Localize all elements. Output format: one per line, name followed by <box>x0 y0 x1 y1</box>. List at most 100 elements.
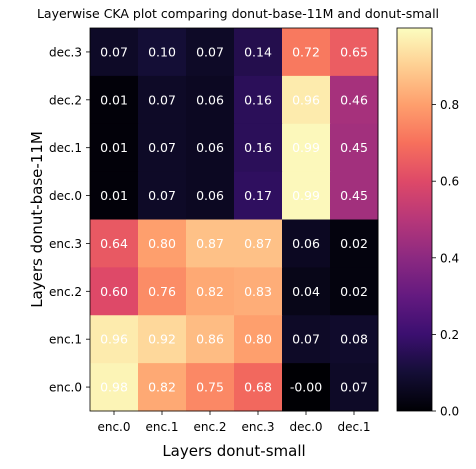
y-tick-label: enc.2 <box>49 285 82 299</box>
heatmap-cell-value: 0.80 <box>244 332 272 347</box>
heatmap-cell-value: 0.07 <box>340 380 368 395</box>
heatmap-cell-value: 0.02 <box>340 236 368 251</box>
heatmap-cell-value: 0.01 <box>100 140 128 155</box>
heatmap-cell <box>138 363 187 412</box>
heatmap-cell <box>138 315 187 364</box>
heatmap-cell-value: 0.07 <box>100 44 128 59</box>
x-tick-label: enc.0 <box>97 420 130 434</box>
heatmap-cell <box>330 123 379 173</box>
x-tick-label: enc.3 <box>241 420 274 434</box>
heatmap-cell-value: 0.07 <box>148 92 176 107</box>
heatmap-cell <box>90 315 139 364</box>
heatmap-cell <box>282 123 331 173</box>
heatmap-cell <box>282 219 331 268</box>
x-tick-label: dec.1 <box>337 420 370 434</box>
heatmap-cell <box>186 219 235 268</box>
heatmap-cell-value: 0.14 <box>244 44 272 59</box>
heatmap-cell <box>90 28 139 77</box>
heatmap-cell <box>90 363 139 412</box>
heatmap-cell <box>138 267 187 316</box>
heatmap-cell <box>186 315 235 364</box>
colorbar-gradient <box>396 27 433 412</box>
heatmap-cell-value: 0.06 <box>196 92 224 107</box>
heatmap-cell-value: 0.46 <box>340 92 368 107</box>
heatmap-cell-value: 0.08 <box>340 332 368 347</box>
heatmap-cell-value: 0.60 <box>100 284 128 299</box>
x-tick-label: enc.2 <box>193 420 226 434</box>
colorbar-tick-label: 0.8 <box>440 98 459 112</box>
heatmap-cell-value: -0.00 <box>290 380 322 395</box>
heatmap-cell-value: 0.87 <box>196 236 224 251</box>
x-tick-label: dec.0 <box>289 420 322 434</box>
y-tick-label: dec.0 <box>49 189 82 203</box>
y-tick-label: enc.1 <box>49 333 82 347</box>
colorbar-tick-label: 0.4 <box>440 251 459 265</box>
heatmap-cell <box>90 171 139 220</box>
heatmap-cell <box>330 171 379 220</box>
heatmap-cell <box>234 363 283 412</box>
heatmap-cell-value: 0.16 <box>244 140 272 155</box>
heatmap-cell-value: 0.16 <box>244 92 272 107</box>
y-tick-label: dec.1 <box>49 141 82 155</box>
heatmap-cell <box>234 75 283 125</box>
heatmap-cell <box>186 267 235 316</box>
heatmap-cell-value: 0.76 <box>148 284 176 299</box>
x-tick-label: enc.1 <box>145 420 178 434</box>
heatmap-cell-value: 0.98 <box>100 380 128 395</box>
heatmap-cell-value: 0.01 <box>100 188 128 203</box>
y-axis-label: Layers donut-base-11M <box>28 131 46 308</box>
heatmap-cell <box>234 123 283 173</box>
heatmap-cell <box>282 28 331 77</box>
heatmap-cell-value: 0.06 <box>292 236 320 251</box>
heatmap-cell <box>138 28 187 77</box>
heatmap-cell <box>186 171 235 220</box>
heatmap-cell-value: 0.65 <box>340 44 368 59</box>
heatmap-cell <box>282 363 331 412</box>
heatmap-cell <box>330 75 379 125</box>
heatmap-cell-value: 0.64 <box>100 236 128 251</box>
heatmap-frame <box>89 27 379 412</box>
heatmap-cell <box>282 75 331 125</box>
heatmap-cell <box>282 315 331 364</box>
colorbar-tick-label: 0.2 <box>440 328 459 342</box>
heatmap-cell-value: 0.96 <box>292 92 320 107</box>
heatmap-cell <box>330 219 379 268</box>
heatmap-cell <box>282 267 331 316</box>
heatmap-cell-value: 0.72 <box>292 44 320 59</box>
heatmap-cells <box>90 28 379 412</box>
heatmap-cell-value: 0.17 <box>244 188 272 203</box>
x-axis: enc.0 enc.1 enc.2 enc.3 dec.0 dec.1 <box>97 411 371 434</box>
heatmap-cell <box>186 363 235 412</box>
colorbar: 0.0 0.2 0.4 0.6 0.8 <box>396 27 459 419</box>
heatmap-cell <box>330 363 379 412</box>
heatmap-cell <box>90 219 139 268</box>
heatmap-cell-value: 0.07 <box>292 332 320 347</box>
heatmap-cell-value: 0.75 <box>196 380 224 395</box>
y-tick-label: dec.2 <box>49 93 82 107</box>
heatmap-cell-value: 0.86 <box>196 332 224 347</box>
heatmap-cell-value: 0.02 <box>340 284 368 299</box>
heatmap-cell <box>90 267 139 316</box>
heatmap-cell-labels: 0.07 0.10 0.07 0.14 0.72 0.65 0.01 0.07 0.06 0.16… <box>100 44 368 394</box>
heatmap-cell <box>234 267 283 316</box>
heatmap-cell <box>234 219 283 268</box>
heatmap-cell-value: 0.45 <box>340 140 368 155</box>
heatmap-cell <box>330 267 379 316</box>
heatmap-cell <box>138 219 187 268</box>
heatmap-cell-value: 0.99 <box>292 140 320 155</box>
y-tick-label: enc.3 <box>49 237 82 251</box>
heatmap-cell-value: 0.07 <box>196 44 224 59</box>
heatmap-cell <box>234 28 283 77</box>
heatmap-cell-value: 0.92 <box>148 332 176 347</box>
colorbar-tick-label: 0.6 <box>440 175 459 189</box>
heatmap-cell-value: 0.82 <box>148 380 176 395</box>
heatmap-cell-value: 0.07 <box>148 188 176 203</box>
heatmap-cell-value: 0.83 <box>244 284 272 299</box>
heatmap-cell-value: 0.87 <box>244 236 272 251</box>
y-tick-label: dec.3 <box>49 45 82 59</box>
heatmap-cell-value: 0.04 <box>292 284 320 299</box>
heatmap-cell-value: 0.99 <box>292 188 320 203</box>
colorbar-tick-label: 0.0 <box>440 405 459 419</box>
heatmap-cell-value: 0.80 <box>148 236 176 251</box>
